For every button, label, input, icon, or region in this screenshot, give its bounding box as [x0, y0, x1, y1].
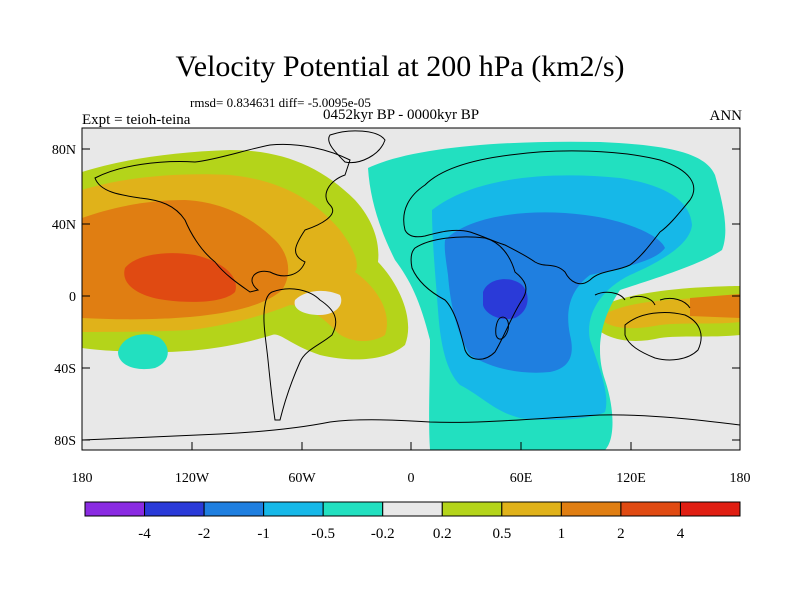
- north-america-coast: [94, 143, 351, 293]
- lat-label-40s: 40S: [54, 362, 76, 377]
- lat-label-0: 0: [69, 290, 76, 305]
- period-label: 0452kyr BP - 0000kyr BP: [323, 107, 480, 123]
- madagascar-coast: [495, 316, 509, 340]
- colorbar-box-7: [501, 501, 562, 517]
- lon-label-120w: 120W: [175, 471, 210, 486]
- colorbar-label-0: -4: [138, 526, 151, 542]
- antarctica-coast: [82, 414, 740, 441]
- lon-labels: 180 120W 60W 0 60E 120E 180: [72, 471, 751, 486]
- lon-label-180e: 180: [730, 471, 751, 486]
- colorbar-label-8: 2: [617, 526, 625, 542]
- lat-label-80s: 80S: [54, 434, 76, 449]
- greenland-coast: [328, 130, 386, 164]
- map-title: Velocity Potential at 200 hPa (km2/s): [175, 50, 625, 83]
- tick-marks: [81, 148, 741, 450]
- coastlines: [82, 130, 740, 441]
- south-america-coast: [263, 288, 337, 421]
- colorbar-labels: -4 -2 -1 -0.5 -0.2 0.2 0.5 1 2 4: [138, 526, 684, 542]
- colorbar-box-8: [560, 501, 622, 517]
- colorbar-box-4: [322, 501, 384, 517]
- lon-label-180w: 180: [72, 471, 93, 486]
- colorbar: -4 -2 -1 -0.5 -0.2 0.2 0.5 1 2 4: [84, 501, 741, 542]
- colorbar-label-4: -0.2: [371, 526, 395, 542]
- colorbar-box-1: [144, 501, 205, 517]
- season-label: ANN: [709, 108, 743, 124]
- colorbar-box-2: [203, 501, 265, 517]
- colorbar-box-6: [441, 501, 503, 517]
- experiment-label: Expt = teioh-teina: [82, 112, 191, 128]
- australia-coast: [624, 311, 702, 361]
- colorbar-boxes: [84, 501, 741, 517]
- colorbar-label-2: -1: [257, 526, 270, 542]
- colorbar-label-7: 1: [558, 526, 566, 542]
- eurasia-coast: [403, 150, 695, 285]
- field-layer: [82, 128, 740, 450]
- lat-label-80n: 80N: [52, 143, 76, 158]
- maritime-continent-coast: [594, 291, 691, 309]
- lon-label-60w: 60W: [288, 471, 316, 486]
- lon-label-0: 0: [408, 471, 415, 486]
- colorbar-label-6: 0.5: [492, 526, 511, 542]
- field-neg-2: [483, 279, 528, 320]
- colorbar-label-9: 4: [677, 526, 685, 542]
- colorbar-box-5: [382, 501, 443, 517]
- field-neg-02-south-pacific: [118, 334, 168, 370]
- field-neg-1: [444, 212, 665, 373]
- stats-label: rmsd= 0.834631 diff= -5.0095e-05: [190, 95, 371, 110]
- colorbar-label-5: 0.2: [433, 526, 452, 542]
- lat-labels: 80N 40N 0 40S 80S: [52, 143, 76, 449]
- africa-coast: [410, 236, 527, 360]
- field-pos-2: [124, 253, 236, 302]
- colorbar-box-0: [84, 501, 146, 517]
- lat-label-40n: 40N: [52, 218, 76, 233]
- colorbar-label-3: -0.5: [311, 526, 335, 542]
- colorbar-box-9: [620, 501, 681, 517]
- lon-label-120e: 120E: [616, 471, 646, 486]
- field-pos-1-west-pacific: [690, 294, 740, 318]
- colorbar-label-1: -2: [198, 526, 211, 542]
- lon-label-60e: 60E: [510, 471, 533, 486]
- field-neutral-atlantic: [294, 290, 342, 315]
- colorbar-box-10: [679, 501, 741, 517]
- colorbar-box-3: [263, 501, 324, 517]
